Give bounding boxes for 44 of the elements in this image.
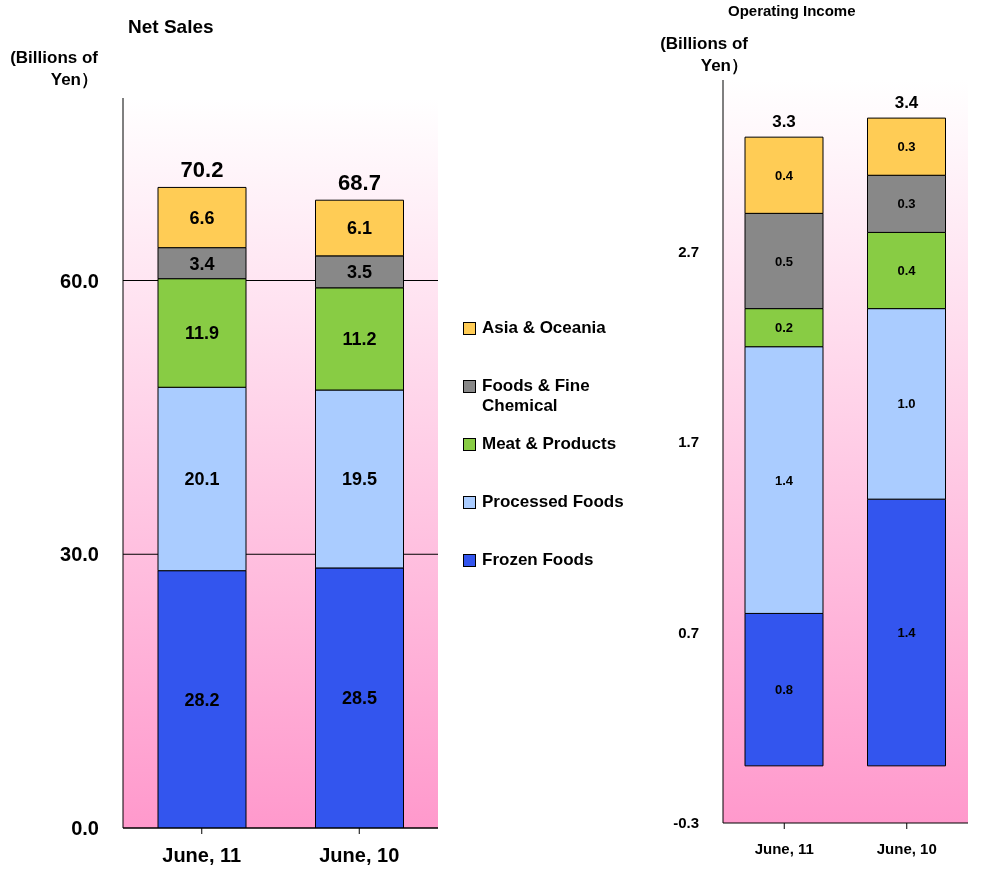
total-label: 3.3 [772, 112, 796, 132]
y-tick-label: 30.0 [60, 543, 99, 566]
data-label: 0.5 [774, 253, 794, 269]
y-tick-label: 1.7 [678, 433, 699, 451]
data-label: 19.5 [341, 469, 378, 490]
y-axis-title: (Billions of Yen） [659, 34, 748, 77]
y-tick-label: 0.0 [71, 817, 99, 840]
x-tick-label: June, 10 [319, 844, 400, 867]
data-label: 6.1 [346, 218, 373, 239]
y-tick-label: 0.7 [678, 623, 699, 641]
legend-label: Foods & Fine Chemical [482, 376, 591, 416]
data-label: 28.2 [184, 689, 220, 710]
data-label: 6.6 [189, 207, 215, 228]
y-tick-label: -0.3 [673, 814, 699, 832]
chart-title: Net Sales [128, 16, 214, 38]
x-tick-label: June, 11 [754, 839, 814, 857]
data-label: 0.3 [897, 139, 916, 155]
legend-label: Asia & Oceania [482, 318, 606, 338]
data-label: 1.4 [897, 625, 917, 641]
data-label: 0.2 [774, 320, 794, 336]
data-label: 1.0 [897, 396, 916, 412]
y-tick-label: 60.0 [60, 269, 99, 292]
data-label: 0.8 [774, 682, 794, 698]
data-label: 11.2 [342, 329, 377, 350]
data-label: 3.5 [346, 262, 373, 283]
total-label: 70.2 [180, 157, 224, 183]
y-tick-label: 2.7 [678, 242, 699, 260]
data-label: 11.9 [184, 323, 220, 344]
data-label: 3.4 [189, 253, 215, 274]
x-tick-label: June, 11 [162, 844, 242, 867]
total-label: 3.4 [894, 93, 919, 113]
chart-title: Operating Income [728, 2, 856, 19]
data-label: 28.5 [341, 688, 378, 709]
data-label: 0.4 [897, 263, 917, 279]
legend-label: Meat & Products [482, 434, 617, 454]
data-label: 1.4 [774, 472, 794, 488]
x-tick-label: June, 10 [876, 839, 937, 857]
legend-label: Processed Foods [482, 492, 624, 512]
total-label: 68.7 [338, 170, 381, 196]
legend-label: Frozen Foods [482, 550, 594, 570]
data-label: 0.4 [774, 167, 794, 183]
data-label: 20.1 [184, 469, 220, 490]
y-axis-title: (Billions of Yen） [9, 48, 98, 91]
data-label: 0.3 [897, 196, 916, 212]
